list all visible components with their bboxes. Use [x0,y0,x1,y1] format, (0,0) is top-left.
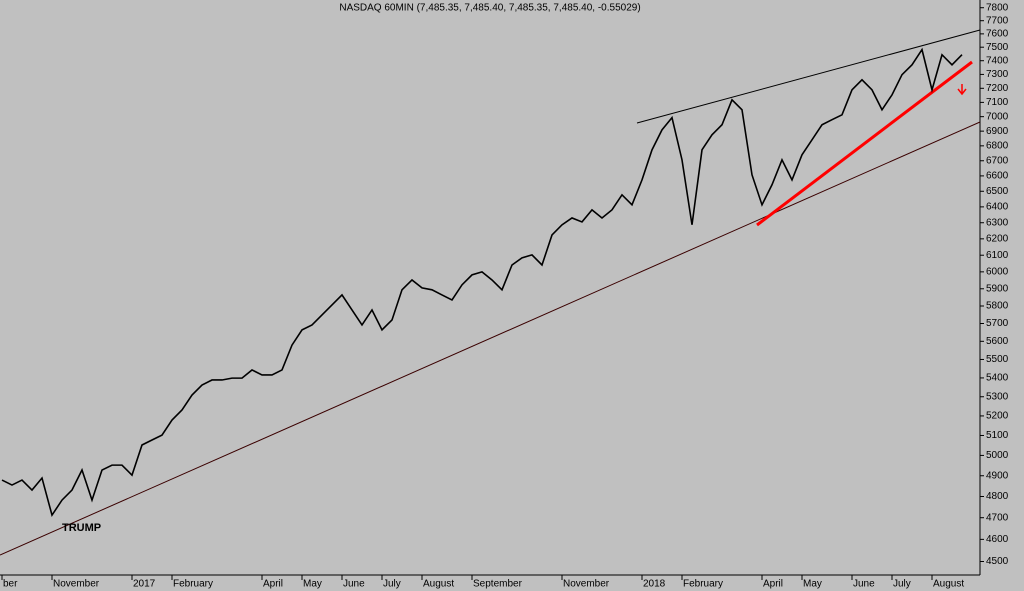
y-tick-label: 6200 [986,233,1009,244]
y-tick-label: 5900 [986,283,1009,294]
x-tick-label: July [383,579,401,590]
y-tick-label: 6300 [986,217,1009,228]
price-line [1,47,963,518]
x-tick-label: August [933,579,964,590]
y-tick-label: 5000 [986,450,1009,461]
y-tick-label: 5400 [986,373,1009,384]
y-tick-label: 6500 [986,186,1009,197]
x-tick-label: June [343,579,365,590]
y-tick-label: 4500 [986,556,1009,567]
y-tick-label: 6700 [986,155,1009,166]
y-tick-label: 4600 [986,534,1009,545]
y-tick-label: 6400 [986,202,1009,213]
y-tick-label: 7000 [986,111,1009,122]
x-tick-label: September [473,579,523,590]
x-tick-label: 2017 [133,579,156,590]
y-tick-label: 7800 [986,2,1009,13]
y-tick-label: 5100 [986,430,1009,441]
trend-line [636,29,981,124]
y-tick-label: 5200 [986,411,1009,422]
x-tick-label: November [53,579,100,590]
annotation: TRUMP [62,522,101,534]
trend-line [756,60,973,227]
y-tick-label: 4700 [986,512,1009,523]
chart-title: NASDAQ 60MIN (7,485.35, 7,485.40, 7,485.… [339,3,640,14]
x-tick-label: April [263,579,283,590]
x-tick-label: 2018 [643,579,666,590]
y-tick-label: 5300 [986,391,1009,402]
trend-line [0,121,981,556]
y-tick-label: 7600 [986,29,1009,40]
y-tick-label: 6100 [986,250,1009,261]
x-tick-label: May [803,579,822,590]
x-tick-label: November [563,579,610,590]
x-tick-label: April [763,579,783,590]
y-tick-label: 6000 [986,266,1009,277]
x-tick-label: May [303,579,322,590]
y-tick-label: 5500 [986,354,1009,365]
x-tick-label: February [683,579,723,590]
arrow [957,88,967,96]
y-tick-label: 5700 [986,318,1009,329]
y-tick-label: 7100 [986,97,1009,108]
x-tick-label: February [173,579,213,590]
y-tick-label: 4800 [986,491,1009,502]
x-tick-label: July [893,579,911,590]
y-tick-label: 6600 [986,171,1009,182]
y-tick-label: 4900 [986,470,1009,481]
y-tick-label: 6900 [986,126,1009,137]
y-tick-label: 7500 [986,42,1009,53]
y-tick-label: 7400 [986,55,1009,66]
y-tick-label: 7200 [986,83,1009,94]
y-tick-label: 5600 [986,336,1009,347]
y-tick-label: 6800 [986,140,1009,151]
y-tick-label: 7300 [986,69,1009,80]
x-tick-label: ber [3,579,18,590]
y-tick-label: 5800 [986,301,1009,312]
y-tick-label: 7700 [986,15,1009,26]
x-tick-label: June [853,579,875,590]
x-tick-label: August [423,579,454,590]
